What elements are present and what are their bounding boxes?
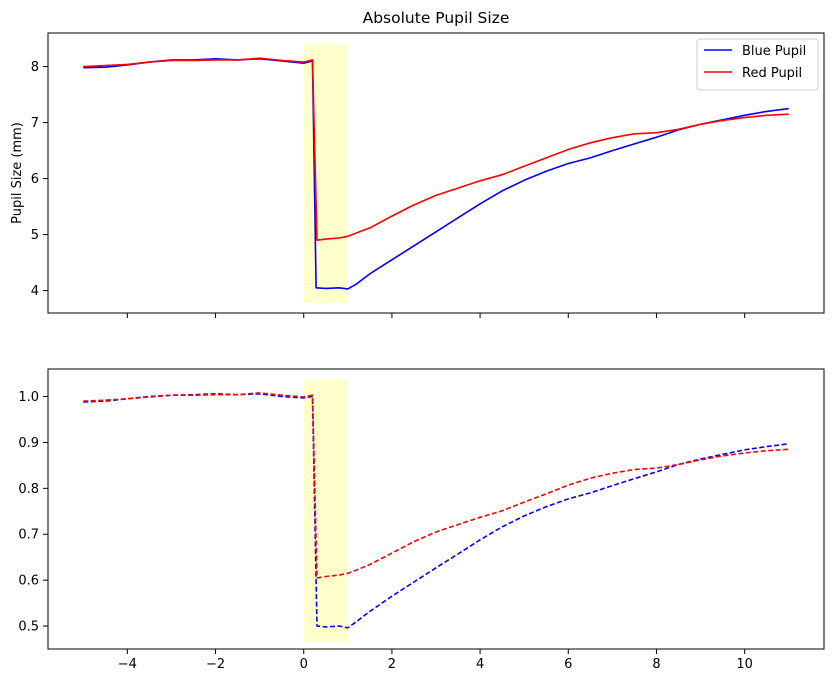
x-tick-label: −2 — [206, 657, 225, 672]
series-line-red-pupil — [83, 57, 789, 241]
y-tick-label: 0.6 — [18, 574, 39, 589]
x-tick-label: 0 — [300, 657, 308, 672]
y-tick-label: 4 — [31, 284, 39, 299]
x-tick-label: 10 — [736, 657, 753, 672]
chart-title: Absolute Pupil Size — [363, 9, 510, 27]
y-tick-label: 0.8 — [18, 482, 39, 497]
y-axis-label: Pupil Size (mm) — [10, 122, 25, 224]
x-tick-label: 8 — [652, 657, 660, 672]
stimulus-shaded-region — [303, 44, 348, 303]
legend-label-blue-pupil: Blue Pupil — [742, 44, 806, 59]
stimulus-shaded-region — [303, 379, 348, 643]
x-tick-label: 6 — [564, 657, 572, 672]
y-tick-label: 5 — [31, 228, 39, 243]
series-line-red-normalized — [83, 392, 789, 579]
series-line-blue-pupil — [83, 57, 789, 290]
y-tick-label: 0.7 — [18, 528, 39, 543]
series-line-blue-normalized — [83, 392, 789, 629]
y-tick-label: 6 — [31, 172, 39, 187]
y-tick-label: 0.5 — [18, 620, 39, 635]
x-tick-label: 2 — [388, 657, 396, 672]
y-tick-label: 8 — [31, 60, 39, 75]
y-tick-label: 0.9 — [18, 436, 39, 451]
absolute-pupil-size-panel: 4 5 6 7 8 Absolute Pupil Size Pupil Size (mm… — [10, 9, 825, 318]
normalized-pupil-size-panel: −4 −2 0 2 4 6 8 10 0.5 0.6 0.7 0.8 0.9 1.0 — [18, 368, 825, 672]
y-tick-label: 7 — [31, 116, 39, 131]
x-tick-label: 4 — [476, 657, 484, 672]
x-tick-label: −4 — [118, 657, 137, 672]
y-tick-label: 1.0 — [18, 390, 39, 405]
legend-label-red-pupil: Red Pupil — [742, 66, 802, 81]
legend: Blue Pupil Red Pupil — [696, 38, 819, 91]
